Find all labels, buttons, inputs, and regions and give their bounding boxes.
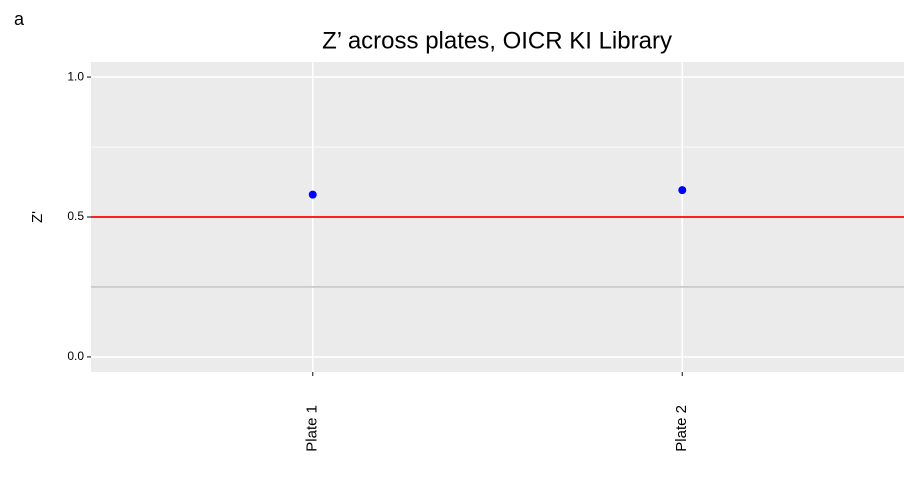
chart-title: Z’ across plates, OICR KI Library: [322, 27, 672, 54]
x-tick-label: Plate 2: [673, 405, 690, 452]
y-tick-label: 0.5: [67, 209, 84, 223]
x-tick-label: Plate 1: [304, 405, 321, 452]
panel-label: a: [14, 9, 25, 29]
y-tick-label: 0.0: [67, 349, 84, 363]
y-tick-label: 1.0: [67, 69, 84, 83]
point: [308, 190, 317, 199]
y-axis-label: Z': [29, 211, 46, 223]
point: [678, 186, 687, 195]
